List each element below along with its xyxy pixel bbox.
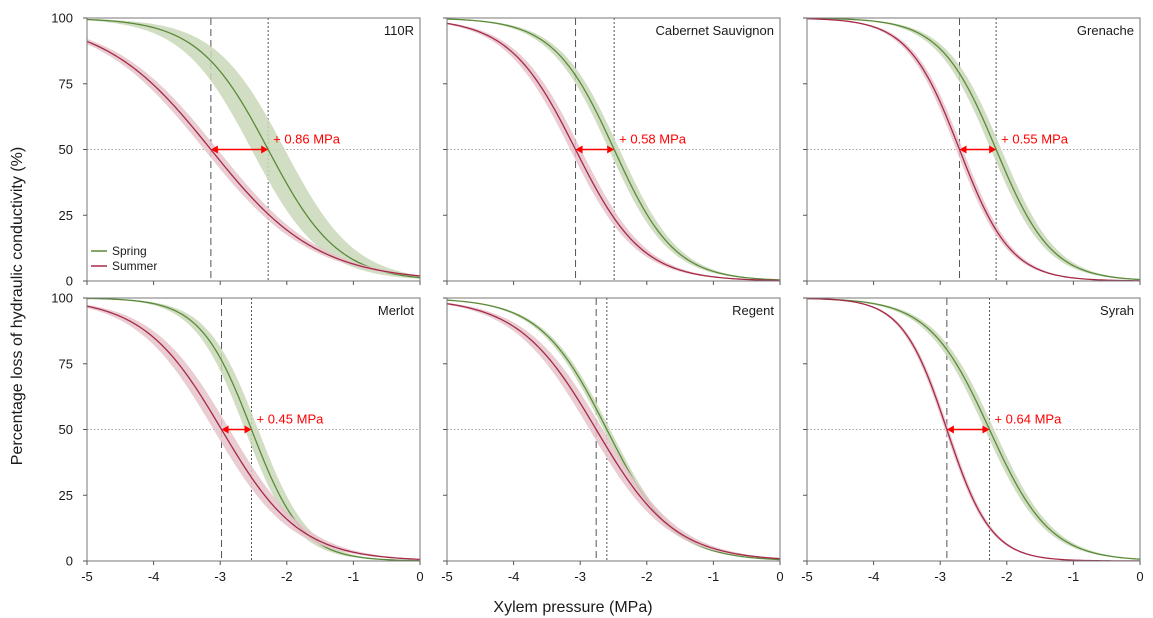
x-tick-label: -5 (441, 569, 453, 584)
y-tick-label: 50 (59, 422, 73, 437)
spring-curve (807, 298, 1140, 560)
spring-confidence-band (87, 298, 420, 561)
shift-annotation: + 0.58 MPa (619, 132, 687, 147)
shift-arrowhead-left (221, 425, 229, 434)
curves-group (807, 18, 1140, 281)
x-tick-label: -4 (148, 569, 160, 584)
shift-annotation: + 0.64 MPa (994, 412, 1062, 427)
x-tick-label: 0 (1136, 569, 1143, 584)
spring-curve (447, 299, 780, 561)
summer-curve (807, 18, 1140, 281)
panel-title: Merlot (378, 303, 415, 318)
y-tick-label: 100 (51, 291, 73, 306)
y-tick-label: 25 (59, 488, 73, 503)
x-tick-label: -2 (641, 569, 653, 584)
x-tick-label: 0 (416, 569, 423, 584)
panel-title: Cabernet Sauvignon (655, 23, 774, 38)
panel-regent: -5 -4 -3 -2 -1 0 Regent (441, 297, 784, 584)
panel-cabernet-sauvignon: + 0.58 MPa Cabernet Sauvignon (443, 17, 781, 285)
spring-curve (807, 18, 1140, 281)
x-tick-label: -2 (281, 569, 293, 584)
shift-arrowhead-left (946, 425, 954, 434)
panel-title: 110R (384, 23, 414, 38)
legend-label-spring: Spring (112, 244, 147, 258)
spring-curve (87, 18, 420, 279)
curves-group (807, 298, 1140, 561)
y-tick-label: 25 (59, 208, 73, 223)
y-tick-label: 75 (59, 356, 73, 371)
y-axis-title: Percentage loss of hydraulic conductivit… (9, 147, 26, 465)
shift-arrowhead-right (261, 145, 269, 154)
x-tick-label: -5 (81, 569, 93, 584)
shift-arrowhead-left (959, 145, 967, 154)
panel-syrah: + 0.64 MPa -5 -4 -3 -2 -1 0 Syrah (801, 297, 1144, 584)
shift-annotation: + 0.86 MPa (273, 132, 341, 147)
x-tick-label: -4 (868, 569, 880, 584)
spring-curve (87, 298, 420, 561)
summer-confidence-band (447, 302, 780, 559)
x-tick-label: -3 (214, 569, 226, 584)
x-tick-label: -3 (574, 569, 586, 584)
panel-title: Syrah (1100, 303, 1134, 318)
curves-group (447, 299, 780, 561)
panel-merlot: + 0.45 MPa 0 25 50 75 100 -5 -4 -3 -2 -1 0 Merlot (51, 291, 423, 585)
summer-curve (87, 305, 420, 560)
x-tick-label: -4 (508, 569, 520, 584)
y-tick-label: 75 (59, 76, 73, 91)
shift-annotation: + 0.55 MPa (1001, 132, 1069, 147)
x-tick-label: -2 (1001, 569, 1013, 584)
summer-curve (447, 22, 780, 281)
y-tick-label: 0 (66, 274, 73, 289)
shift-arrowhead-right (989, 145, 997, 154)
shift-arrowhead-right (244, 425, 252, 434)
x-tick-label: 0 (776, 569, 783, 584)
curves-group (87, 298, 420, 561)
summer-curve (447, 303, 780, 560)
shift-arrowhead-right (982, 425, 990, 434)
x-tick-label: -1 (348, 569, 360, 584)
y-tick-label: 100 (51, 11, 73, 26)
x-tick-label: -1 (1068, 569, 1080, 584)
panel-grenache: + 0.55 MPa Grenache (803, 17, 1141, 285)
summer-curve (87, 40, 420, 277)
panel-title: Regent (732, 303, 774, 318)
shift-annotation: + 0.45 MPa (257, 412, 325, 427)
shift-arrowhead-left (575, 145, 583, 154)
summer-confidence-band (87, 38, 420, 277)
x-tick-label: -1 (708, 569, 720, 584)
x-axis-title: Xylem pressure (MPa) (493, 599, 652, 616)
y-tick-label: 50 (59, 142, 73, 157)
shift-arrowhead-left (210, 145, 218, 154)
legend-label-summer: Summer (112, 259, 157, 273)
spring-curve (447, 18, 780, 281)
panel-title: Grenache (1077, 23, 1134, 38)
summer-curve (807, 298, 1140, 561)
x-tick-label: -5 (801, 569, 813, 584)
x-tick-label: -3 (934, 569, 946, 584)
y-tick-label: 0 (66, 554, 73, 569)
shift-arrowhead-right (607, 145, 615, 154)
